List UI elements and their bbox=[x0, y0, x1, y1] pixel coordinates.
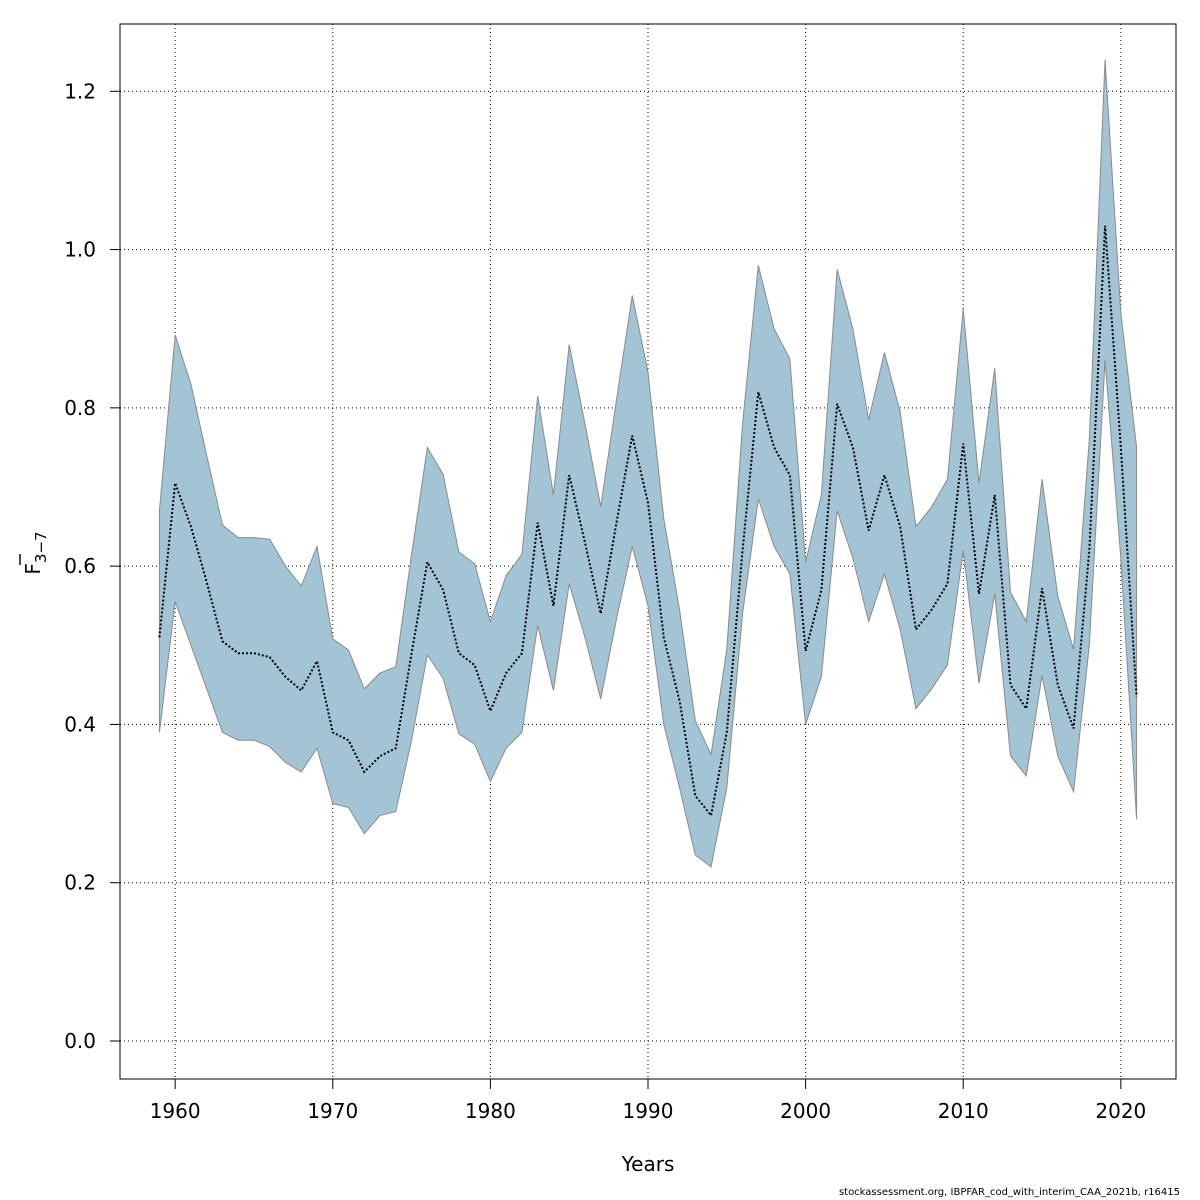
x-tick-label-2010: 2010 bbox=[938, 1099, 989, 1123]
y-axis-title: F3−7 bbox=[19, 531, 50, 575]
x-axis-title: Years bbox=[621, 1152, 675, 1176]
confidence-band-area bbox=[158, 59, 1138, 868]
estimate-line bbox=[158, 225, 1138, 818]
x-tick-label-2000: 2000 bbox=[780, 1099, 831, 1123]
y-axis: 0.0 0.2 0.4 0.6 0.8 1.0 1.2 bbox=[64, 79, 121, 1053]
x-tick-label-1980: 1980 bbox=[465, 1099, 516, 1123]
x-tick-label-1970: 1970 bbox=[307, 1099, 358, 1123]
y-tick-label-6: 1.2 bbox=[64, 79, 96, 103]
svg-text:F3−7: F3−7 bbox=[21, 531, 50, 574]
y-tick-label-0: 0.0 bbox=[64, 1029, 96, 1053]
y-tick-label-4: 0.8 bbox=[64, 396, 96, 420]
y-tick-label-3: 0.6 bbox=[64, 554, 96, 578]
x-tick-label-1960: 1960 bbox=[150, 1099, 201, 1123]
x-tick-label-1990: 1990 bbox=[623, 1099, 674, 1123]
y-axis-title-subscript: 3−7 bbox=[32, 531, 50, 563]
estimate-line-path bbox=[158, 225, 1138, 818]
y-tick-label-5: 1.0 bbox=[64, 238, 96, 262]
x-axis: 1960 1970 1980 1990 2000 2010 2020 bbox=[150, 1078, 1146, 1123]
y-tick-label-2: 0.4 bbox=[64, 712, 96, 736]
confidence-band bbox=[158, 59, 1138, 868]
x-tick-label-2020: 2020 bbox=[1095, 1099, 1146, 1123]
y-axis-title-base: F bbox=[21, 563, 45, 575]
y-tick-label-1: 0.2 bbox=[64, 871, 96, 895]
footer-credit: stockassessment.org, IBPFAR_cod_with_int… bbox=[839, 1187, 1180, 1198]
